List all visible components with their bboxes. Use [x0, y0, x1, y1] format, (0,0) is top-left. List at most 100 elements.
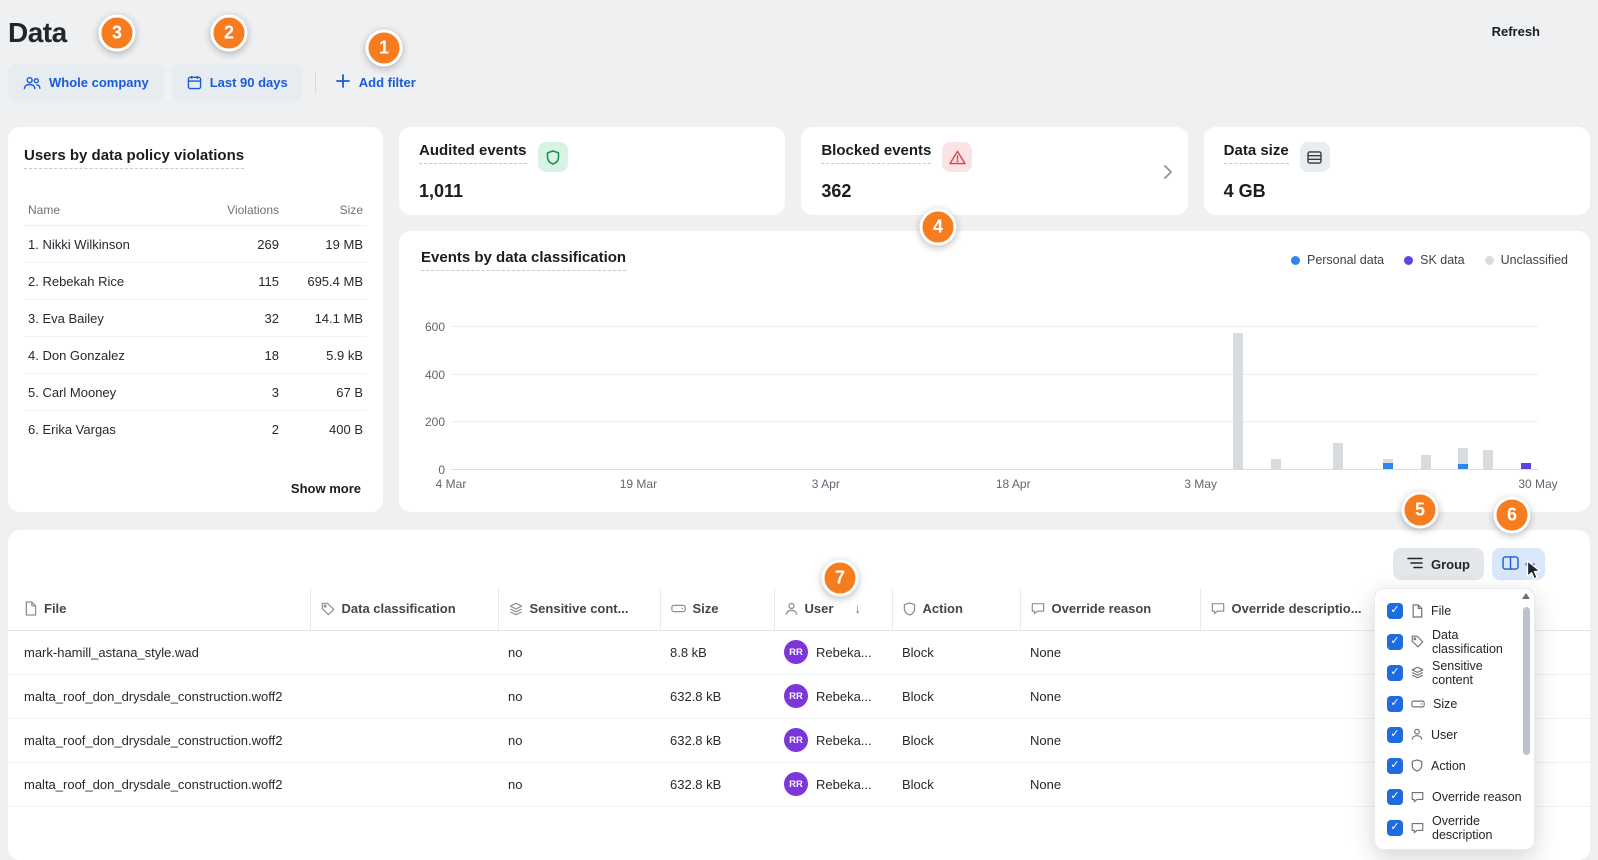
checkbox-checked[interactable]: ✓ [1387, 819, 1403, 836]
chevron-right-icon[interactable] [1163, 165, 1172, 184]
legend-unclassified[interactable]: Unclassified [1484, 253, 1568, 267]
header-action[interactable]: Action [891, 588, 1020, 631]
violation-count: 18 [264, 347, 279, 363]
add-filter-button[interactable]: Add filter [326, 74, 426, 91]
table-row[interactable]: malta_roof_don_drysdale_construction.wof… [8, 762, 1590, 807]
menu-item-label: File [1431, 603, 1452, 618]
blocked-events-card[interactable]: Blocked events 362 [801, 127, 1188, 215]
cell-classification [310, 762, 498, 807]
people-icon [23, 76, 41, 90]
data-dashboard-page: Data Refresh Whole company Last 90 days [8, 14, 1590, 860]
header-sensitive-content[interactable]: Sensitive cont... [497, 588, 660, 631]
speech-bubble-icon [1411, 791, 1424, 802]
file-icon [1412, 603, 1423, 618]
violation-size: 19 MB [325, 236, 363, 252]
menu-item-size[interactable]: ✓ Size [1375, 688, 1534, 719]
checkbox-checked[interactable]: ✓ [1387, 602, 1403, 619]
group-icon [1407, 557, 1423, 572]
avatar: RR [784, 772, 808, 796]
chart-bar [1520, 326, 1531, 469]
checkbox-checked[interactable]: ✓ [1387, 757, 1403, 774]
cell-action: Block [892, 674, 1020, 719]
checkbox-checked[interactable]: ✓ [1387, 633, 1403, 650]
chart-bar-segment-unclassified [1483, 449, 1494, 469]
checkbox-checked[interactable]: ✓ [1387, 664, 1403, 681]
chart-bar-segment-sk [1520, 463, 1531, 469]
menu-item-action[interactable]: ✓ Action [1375, 750, 1534, 781]
callout-badge-5: 5 [1401, 491, 1439, 529]
violations-row[interactable]: 5. Carl Mooney 3 67 B [24, 374, 367, 411]
classification-chart-card: Events by data classification Personal d… [399, 231, 1590, 512]
avatar: RR [784, 728, 808, 752]
filter-chip-whole-company[interactable]: Whole company [8, 64, 164, 101]
menu-item-override-description[interactable]: ✓ Override description [1375, 812, 1534, 843]
menu-scrollbar[interactable] [1521, 593, 1531, 843]
warning-triangle-icon [942, 142, 973, 172]
cell-override-reason: None [1020, 762, 1200, 807]
filter-chip-date-range[interactable]: Last 90 days [171, 64, 303, 101]
events-table-card: Group File [8, 530, 1590, 860]
checkbox-checked[interactable]: ✓ [1387, 695, 1403, 712]
violation-size: 14.1 MB [314, 310, 363, 326]
menu-item-label: Action [1431, 758, 1466, 773]
checkbox-checked[interactable]: ✓ [1387, 788, 1403, 805]
scroll-up-icon[interactable] [1522, 593, 1530, 599]
shield-icon [1411, 759, 1423, 772]
cell-sensitive: no [498, 762, 660, 807]
user-name: 1. Nikki Wilkinson [28, 236, 130, 252]
chart-bar [1270, 326, 1281, 469]
y-axis-tick: 200 [424, 415, 445, 430]
refresh-button[interactable]: Refresh [1491, 24, 1540, 39]
table-row[interactable]: malta_roof_don_drysdale_construction.wof… [8, 718, 1590, 763]
chart-bar [1383, 326, 1394, 469]
cell-classification [310, 718, 498, 763]
header-override-reason[interactable]: Override reason [1019, 588, 1200, 631]
menu-item-data-classification[interactable]: ✓ Data classification [1375, 626, 1534, 657]
violations-row[interactable]: 2. Rebekah Rice 115 695.4 MB [24, 263, 367, 300]
menu-item-override-reason[interactable]: ✓ Override reason [1375, 781, 1534, 812]
cell-file: malta_roof_don_drysdale_construction.wof… [8, 762, 310, 807]
add-filter-label: Add filter [358, 75, 416, 90]
violation-size: 67 B [336, 384, 363, 400]
violations-row[interactable]: 4. Don Gonzalez 18 5.9 kB [24, 337, 367, 374]
chart-bar-segment-unclassified [1458, 447, 1469, 465]
menu-item-sensitive-content[interactable]: ✓ Sensitive content [1375, 657, 1534, 688]
shield-check-icon [537, 142, 568, 172]
violations-row[interactable]: 3. Eva Bailey 32 14.1 MB [24, 300, 367, 337]
menu-item-user[interactable]: ✓ User [1375, 719, 1534, 750]
chart-bar-segment-unclassified [1333, 442, 1344, 469]
show-more-button[interactable]: Show more [290, 481, 361, 496]
violation-size: 5.9 kB [326, 347, 363, 363]
scroll-thumb[interactable] [1523, 607, 1530, 755]
avatar: RR [784, 684, 808, 708]
data-size-card: Data size 4 GB [1203, 127, 1590, 215]
table-row[interactable]: mark-hamill_astana_style.wad no 8.8 kB R… [8, 630, 1590, 675]
layers-icon [1411, 666, 1424, 679]
chart-bar-segment-personal [1383, 463, 1394, 469]
header-file[interactable]: File [8, 588, 310, 631]
header-size[interactable]: Size [659, 588, 774, 631]
speech-bubble-icon [1211, 603, 1224, 615]
chart-bar-segment-unclassified [1233, 333, 1244, 469]
sort-descending-icon[interactable]: ↓ [854, 601, 861, 617]
menu-item-label: Size [1433, 696, 1458, 711]
cell-override-reason: None [1020, 718, 1200, 763]
chart-title: Events by data classification [421, 249, 627, 271]
violations-row[interactable]: 1. Nikki Wilkinson 269 19 MB [24, 226, 367, 263]
cell-override-reason: None [1020, 630, 1200, 675]
group-button[interactable]: Group [1393, 548, 1484, 580]
legend-personal-data[interactable]: Personal data [1290, 253, 1384, 267]
chart-bar-segment-unclassified [1420, 454, 1431, 469]
legend-label: Unclassified [1500, 253, 1568, 267]
person-icon [1411, 728, 1423, 740]
legend-sk-data[interactable]: SK data [1404, 253, 1465, 267]
checkbox-checked[interactable]: ✓ [1387, 726, 1403, 743]
menu-item-file[interactable]: ✓ File [1375, 595, 1534, 626]
filter-divider [314, 71, 316, 94]
header-data-classification[interactable]: Data classification [309, 588, 498, 631]
cell-size: 632.8 kB [660, 762, 774, 807]
legend-label: SK data [1420, 253, 1465, 267]
table-row[interactable]: malta_roof_don_drysdale_construction.wof… [8, 674, 1590, 719]
callout-badge-6: 6 [1493, 496, 1531, 534]
violations-row[interactable]: 6. Erika Vargas 2 400 B [24, 411, 367, 448]
